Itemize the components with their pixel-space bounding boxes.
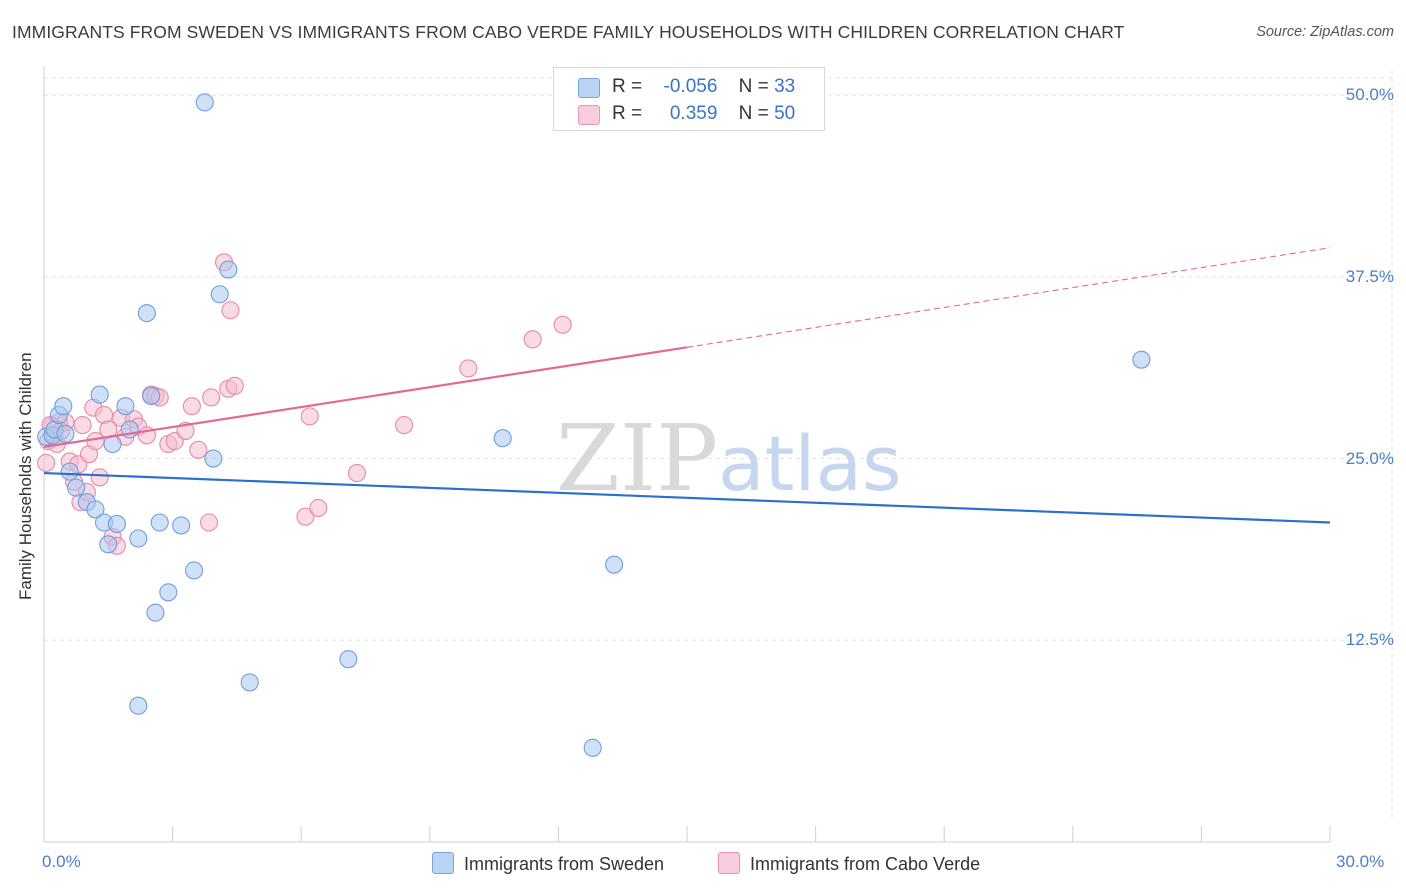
data-points [37,93,1151,757]
point-cabo-verde [73,416,92,435]
point-sweden [184,561,204,580]
point-cabo-verde [523,330,542,349]
point-sweden [210,285,229,304]
point-sweden [137,304,156,323]
chart-title: IMMIGRANTS FROM SWEDEN VS IMMIGRANTS FRO… [12,22,1125,42]
point-cabo-verde [182,397,201,416]
point-cabo-verde [90,468,109,487]
point-cabo-verde [189,440,208,459]
point-sweden [142,386,161,406]
point-sweden [1132,350,1151,369]
bottom-legend-label-sweden: Immigrants from Sweden [464,854,665,874]
y-tick-label: 12.5% [1345,630,1394,650]
point-sweden [107,514,126,534]
point-sweden [129,529,148,548]
point-sweden [219,260,238,279]
y-tick-label: 50.0% [1345,85,1394,105]
legend-r-label: R = [612,76,643,97]
axes [43,66,1331,843]
point-cabo-verde [221,301,240,320]
point-sweden [583,738,602,757]
watermark: ZIP atlas [556,405,902,512]
point-cabo-verde [202,388,221,407]
point-cabo-verde [225,376,244,395]
x-tick-max: 30.0% [1336,852,1385,871]
point-cabo-verde [395,416,414,435]
legend-r-label: R = [612,103,643,124]
point-sweden [90,385,109,404]
point-cabo-verde [459,359,478,378]
trend-lines [43,247,1331,524]
correlation-legend: R = -0.056 N = 33 R = 0.359 N = 50 [553,67,825,131]
point-sweden [493,429,512,448]
bottom-legend-swatch-cabo-verde [718,852,740,874]
point-sweden [60,462,79,481]
point-sweden [129,696,148,715]
point-sweden [150,513,169,532]
legend-r-value-cabo-verde: 0.359 [669,103,718,124]
point-sweden [56,424,75,443]
point-cabo-verde [347,464,366,483]
x-tick-min: 0.0% [42,852,81,871]
point-sweden [159,583,178,602]
legend-n-label: N = [738,103,769,124]
point-sweden [605,555,624,574]
bottom-legend-label-cabo-verde: Immigrants from Cabo Verde [750,854,981,874]
legend-swatch-cabo-verde [578,105,600,125]
point-sweden [204,449,223,468]
legend-n-label: N = [738,76,769,97]
watermark-atlas: atlas [718,419,902,508]
point-sweden [195,93,214,112]
legend-r-value-sweden: -0.056 [663,76,718,97]
bottom-legend-swatch-sweden [432,852,454,874]
y-tick-label: 37.5% [1345,266,1394,286]
trend-line-cabo-verde [43,346,688,448]
trend-line-cabo-verde-projection [686,247,1331,348]
point-cabo-verde [296,507,315,526]
point-sweden [54,397,73,416]
point-sweden [339,650,358,669]
point-sweden [240,673,259,692]
trend-line-sweden [43,471,1331,524]
point-sweden [99,535,118,554]
point-cabo-verde [199,513,219,532]
bottom-legend-sweden: Immigrants from Sweden [432,852,664,875]
point-cabo-verde [309,498,328,518]
point-cabo-verde [300,407,319,426]
point-sweden [67,478,86,497]
bottom-legend-cabo-verde: Immigrants from Cabo Verde [718,852,980,875]
legend-n-value-sweden: 33 [774,76,796,97]
point-cabo-verde [37,453,56,472]
point-sweden [116,397,135,416]
y-tick-label: 25.0% [1345,448,1394,468]
point-sweden [86,500,105,519]
point-sweden [172,516,191,535]
point-sweden [146,603,165,622]
legend-n-value-cabo-verde: 50 [774,103,796,124]
source-label: Source: ZipAtlas.com [1256,24,1394,40]
point-cabo-verde [553,315,572,334]
legend-swatch-sweden [578,78,600,98]
